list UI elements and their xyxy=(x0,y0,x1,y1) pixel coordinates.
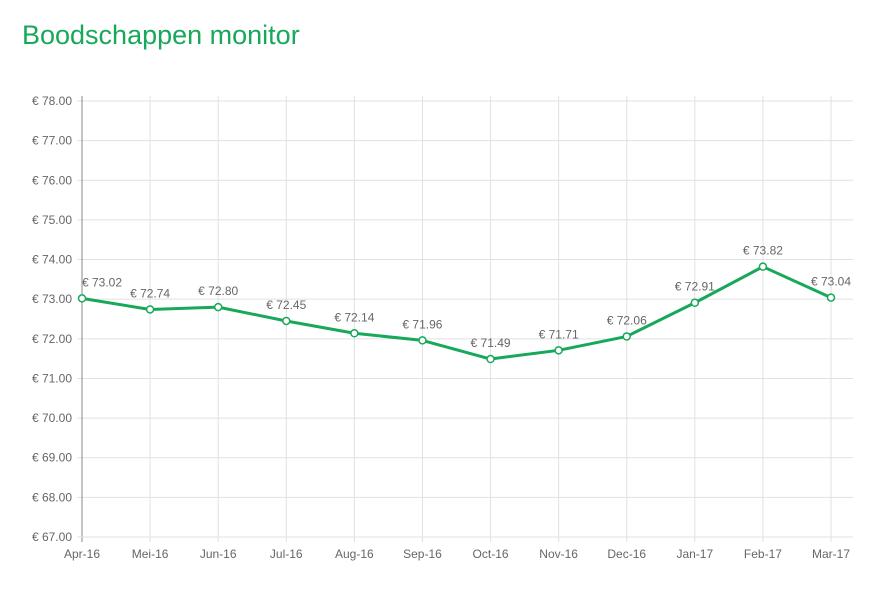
y-tick-label: € 71.00 xyxy=(32,371,72,385)
x-axis: Apr-16 Mei-16 Jun-16 Jul-16 Aug-16 Sep-16 Oct-… xyxy=(64,547,850,561)
data-label: € 71.71 xyxy=(539,327,579,341)
x-tick-label: Mar-17 xyxy=(812,547,850,561)
data-label: € 72.06 xyxy=(607,313,647,327)
x-tick-label: Jan-17 xyxy=(676,547,713,561)
y-tick-label: € 73.00 xyxy=(32,292,72,306)
x-tick-label: Apr-16 xyxy=(64,547,100,561)
data-point xyxy=(350,329,359,338)
x-tick-label: Dec-16 xyxy=(607,547,646,561)
data-points xyxy=(77,262,836,364)
x-tick-label: Jul-16 xyxy=(270,547,303,561)
y-tick-label: € 69.00 xyxy=(32,451,72,465)
data-label: € 72.74 xyxy=(130,286,170,300)
y-tick-label: € 68.00 xyxy=(32,490,72,504)
x-tick-label: Feb-17 xyxy=(744,547,782,561)
y-tick-label: € 74.00 xyxy=(32,253,72,267)
y-tick-label: € 77.00 xyxy=(32,134,72,148)
data-label: € 73.82 xyxy=(743,244,783,258)
y-tick-label: € 75.00 xyxy=(32,213,72,227)
data-point xyxy=(758,262,768,271)
data-point xyxy=(282,316,291,326)
page-title: Boodschappen monitor xyxy=(22,20,300,50)
y-tick-label: € 67.00 xyxy=(32,530,72,544)
data-point xyxy=(826,293,836,302)
x-tick-label: Sep-16 xyxy=(403,547,442,561)
data-point xyxy=(418,336,427,345)
x-tick-label: Mei-16 xyxy=(132,547,169,561)
data-label: € 72.91 xyxy=(675,280,715,294)
x-tick-label: Jun-16 xyxy=(200,547,237,561)
x-tick-label: Aug-16 xyxy=(335,547,374,561)
data-point xyxy=(213,302,223,312)
data-label: € 71.49 xyxy=(471,336,511,350)
chart-grid xyxy=(77,96,853,542)
data-label: € 73.04 xyxy=(811,275,851,289)
y-tick-label: € 76.00 xyxy=(32,173,72,187)
y-axis: € 78.00 € 77.00 € 76.00 € 75.00 € 74.00 € 73.… xyxy=(32,94,72,544)
data-point xyxy=(622,332,631,341)
data-point xyxy=(77,294,87,303)
data-labels: € 73.02 € 72.74 € 72.80 € 72.45 € 72.14 € 71.… xyxy=(82,244,851,350)
data-point xyxy=(690,298,700,307)
price-line xyxy=(81,265,832,361)
y-tick-label: € 78.00 xyxy=(32,94,72,108)
data-label: € 72.80 xyxy=(198,284,238,298)
data-point xyxy=(486,354,495,364)
y-tick-label: € 72.00 xyxy=(32,332,72,346)
data-label: € 71.96 xyxy=(402,317,442,331)
data-label: € 73.02 xyxy=(82,275,122,289)
x-tick-label: Oct-16 xyxy=(473,547,509,561)
data-label: € 72.45 xyxy=(266,298,306,312)
y-tick-label: € 70.00 xyxy=(32,411,72,425)
x-tick-label: Nov-16 xyxy=(539,547,578,561)
data-label: € 72.14 xyxy=(334,310,374,324)
data-point xyxy=(145,305,155,314)
data-point xyxy=(554,346,563,355)
